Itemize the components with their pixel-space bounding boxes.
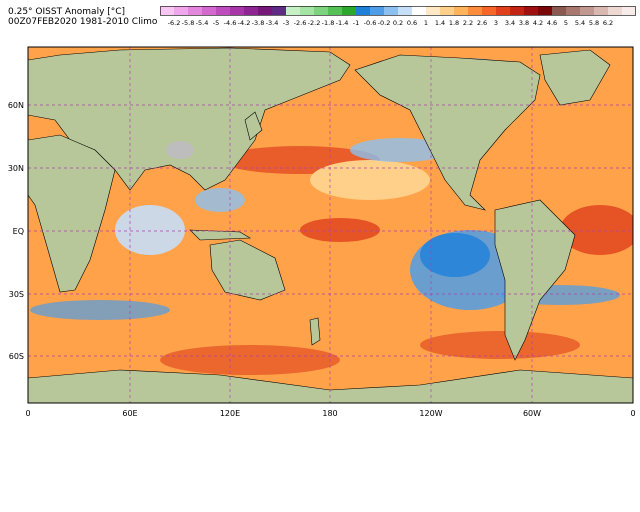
- colorbar-swatch: [314, 6, 329, 15]
- indonesia-land: [189, 229, 252, 241]
- colorbar-swatch: [580, 6, 595, 15]
- colorbar-swatch: [510, 6, 525, 15]
- colorbar-label: 4.2: [533, 19, 543, 27]
- lon-label-120w: 120W: [419, 409, 442, 418]
- colorbar-swatch: [300, 6, 315, 15]
- colorbar-label: -3.4: [266, 19, 279, 27]
- colorbar-label: 3.4: [505, 19, 515, 27]
- colorbar-label: 5.4: [575, 19, 585, 27]
- colorbar-label: -3: [283, 19, 289, 27]
- colorbar-swatch: [356, 6, 371, 15]
- australia-land: [209, 239, 286, 301]
- colorbar-swatch: [482, 6, 497, 15]
- colorbar-swatch: [370, 6, 385, 15]
- colorbar-label: -2.2: [308, 19, 321, 27]
- colorbar-label: -5: [213, 19, 219, 27]
- colorbar-label: 1.4: [435, 19, 445, 27]
- colorbar-label: 6.2: [603, 19, 613, 27]
- colorbar-label: -0.6: [364, 19, 377, 27]
- colorbar-swatch: [426, 6, 441, 15]
- colorbar-label: -4.6: [224, 19, 237, 27]
- colorbar-swatch: [412, 6, 427, 15]
- lat-label-30s: 30S: [9, 290, 24, 299]
- lat-label-60n: 60N: [8, 101, 24, 110]
- colorbar-label: 4.6: [547, 19, 557, 27]
- colorbar-label: -0.2: [378, 19, 391, 27]
- colorbar-swatch: [202, 6, 217, 15]
- colorbar-label: -2.6: [294, 19, 307, 27]
- colorbar-swatch: [440, 6, 455, 15]
- lat-label-eq: EQ: [13, 227, 24, 236]
- colorbar-swatch: [524, 6, 539, 15]
- colorbar-label: -6.2: [168, 19, 181, 27]
- colorbar-swatch: [272, 6, 287, 15]
- colorbar-label: 5.8: [589, 19, 599, 27]
- colorbar-label: 3: [494, 19, 498, 27]
- greenland-land: [539, 49, 611, 106]
- sst-anomaly-map: 60N 30N EQ 30S 60S 0 60E 120E 180 120W 6…: [8, 46, 636, 418]
- color-scale-bar: -6.2 -5.8 -5.4 -5 -4.6 -4.2 -3.8 -3.4 -3 -2.6 -2.2…: [160, 6, 636, 27]
- colorbar-label: 1: [424, 19, 428, 27]
- colorbar-swatch: [594, 6, 609, 15]
- colorbar-label: -5.4: [196, 19, 209, 27]
- colorbar-label: 2.2: [463, 19, 473, 27]
- colorbar-label: 5: [564, 19, 568, 27]
- colorbar-swatch: [468, 6, 483, 15]
- colorbar-border: [160, 6, 636, 16]
- colorbar-label: -3.8: [252, 19, 265, 27]
- colorbar-label: 3.8: [519, 19, 529, 27]
- colorbar-label: 0.6: [407, 19, 417, 27]
- lon-label-0-left: 0: [25, 409, 30, 418]
- colorbar-swatch: [622, 6, 636, 15]
- colorbar-swatch: [286, 6, 301, 15]
- south-america-land: [494, 199, 576, 361]
- map-subtitle: 00Z07FEB2020 1981-2010 Climo: [8, 17, 158, 27]
- colorbar-swatch: [342, 6, 357, 15]
- lon-label-180: 180: [322, 409, 337, 418]
- colorbar-swatch: [230, 6, 245, 15]
- colorbar-swatch: [174, 6, 189, 15]
- colorbar-swatch: [216, 6, 231, 15]
- africa-land: [28, 134, 116, 293]
- colorbar-swatch: [188, 6, 203, 15]
- map-gridlines: [28, 47, 633, 403]
- colorbar-swatch: [552, 6, 567, 15]
- lon-label-60e: 60E: [122, 409, 137, 418]
- lat-label-30n: 30N: [8, 164, 24, 173]
- lon-label-60w: 60W: [523, 409, 541, 418]
- colorbar-swatch: [258, 6, 273, 15]
- colorbar-swatch: [328, 6, 343, 15]
- colorbar-label: 2.6: [477, 19, 487, 27]
- new-zealand-land: [309, 317, 321, 346]
- colorbar-swatch: [496, 6, 511, 15]
- map-title: 0.25° OISST Anomaly [°C]: [8, 7, 126, 17]
- colorbar-label: -1: [353, 19, 359, 27]
- land-masses: [28, 47, 633, 403]
- north-america-land: [354, 54, 541, 211]
- colorbar-swatch: [384, 6, 399, 15]
- colorbar-swatch: [608, 6, 623, 15]
- colorbar-swatch: [538, 6, 553, 15]
- colorbar-swatch: [566, 6, 581, 15]
- colorbar-swatch: [244, 6, 259, 15]
- antarctica-land: [28, 369, 633, 403]
- colorbar-swatch: [398, 6, 413, 15]
- colorbar-swatch: [454, 6, 469, 15]
- colorbar-label: 1.8: [449, 19, 459, 27]
- lat-label-60s: 60S: [9, 352, 24, 361]
- colorbar-label: -5.8: [182, 19, 195, 27]
- map-frame: [27, 46, 634, 404]
- lon-label-0-right: 0: [630, 409, 635, 418]
- colorbar-label: 0.2: [393, 19, 403, 27]
- japan-land: [244, 111, 263, 141]
- colorbar-label: -1.8: [322, 19, 335, 27]
- tibet-plateau-shade: [166, 141, 194, 159]
- lon-label-120e: 120E: [220, 409, 240, 418]
- colorbar-label: -4.2: [238, 19, 251, 27]
- colorbar-label: -1.4: [336, 19, 349, 27]
- colorbar-swatch: [160, 6, 175, 15]
